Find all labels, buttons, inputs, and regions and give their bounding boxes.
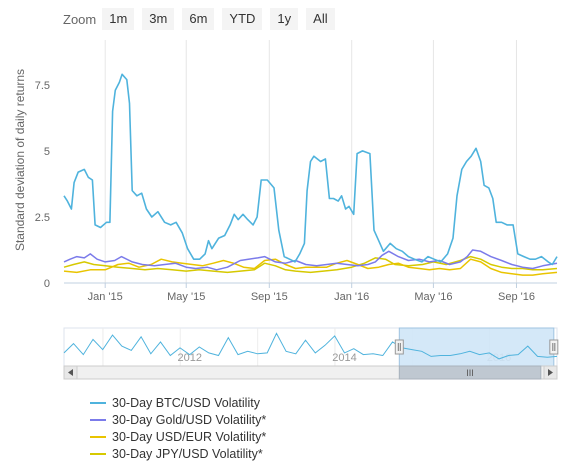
scrollbar-thumb[interactable]: [398, 365, 542, 380]
x-tick-labels: Jan '15 May '15 Sep '15 Jan '16 May '16 Sep '…: [88, 291, 535, 303]
scrollbar-grip: III: [466, 368, 474, 378]
y-tick-label: 0: [44, 278, 50, 290]
zoom-6m-button[interactable]: 6m: [182, 8, 215, 30]
legend-label: 30-Day JPY/USD Volatility*: [112, 446, 263, 461]
legend: 30-Day BTC/USD Volatility 30-Day Gold/US…: [90, 394, 266, 462]
legend-label: 30-Day BTC/USD Volatility: [112, 395, 260, 410]
navigator-year-label: 2014: [332, 352, 356, 364]
zoom-label: Zoom: [63, 11, 97, 27]
legend-swatch: [90, 435, 106, 438]
legend-swatch: [90, 452, 106, 455]
series-line-gold: [63, 249, 558, 271]
zoom-3m-button[interactable]: 3m: [142, 8, 175, 30]
zoom-1y-button[interactable]: 1y: [270, 8, 299, 30]
volatility-chart: Jan '15 May '15 Sep '15 Jan '16 May '16 Sep '…: [13, 40, 559, 380]
x-tick-label: Sep '16: [498, 291, 535, 303]
y-tick-labels: 0 2.5 5 7.5: [35, 80, 50, 290]
y-tick-label: 7.5: [35, 80, 50, 92]
navigator-year-label: 2012: [177, 352, 201, 364]
zoom-1m-button[interactable]: 1m: [102, 8, 135, 30]
legend-swatch: [90, 418, 106, 421]
series-line-jpy: [63, 255, 558, 274]
series-line-btc: [63, 73, 558, 266]
navigator-handle-right[interactable]: [549, 339, 559, 355]
legend-item-jpy[interactable]: 30-Day JPY/USD Volatility*: [90, 445, 266, 462]
legend-item-btc[interactable]: 30-Day BTC/USD Volatility: [90, 394, 266, 411]
x-tick-label: Jan '15: [88, 291, 123, 303]
x-tick-label: Sep '15: [251, 291, 288, 303]
legend-item-eur[interactable]: 30-Day USD/EUR Volatility*: [90, 428, 266, 445]
navigator-selected-range[interactable]: [398, 327, 555, 367]
x-tick-label: May '16: [414, 291, 452, 303]
arrow-left-icon: [68, 369, 73, 376]
legend-swatch: [90, 401, 106, 404]
series-group: [63, 73, 558, 276]
y-axis-title: Standard deviation of daily returns: [13, 69, 27, 251]
y-tick-label: 5: [44, 146, 50, 158]
legend-item-gold[interactable]: 30-Day Gold/USD Volatility*: [90, 411, 266, 428]
x-tick-label: May '15: [167, 291, 205, 303]
zoom-all-button[interactable]: All: [306, 8, 335, 30]
zoom-ytd-button[interactable]: YTD: [222, 8, 263, 30]
navigator-handle-left[interactable]: [394, 339, 404, 355]
navigator-series-line: [63, 332, 558, 360]
series-line-eur: [63, 258, 558, 276]
legend-label: 30-Day USD/EUR Volatility*: [112, 429, 267, 444]
x-tick-label: Jan '16: [334, 291, 369, 303]
legend-label: 30-Day Gold/USD Volatility*: [112, 412, 267, 427]
y-tick-label: 2.5: [35, 212, 50, 224]
arrow-right-icon: [548, 369, 553, 376]
zoom-bar: Zoom 1m 3m 6m YTD 1y All: [63, 8, 343, 30]
